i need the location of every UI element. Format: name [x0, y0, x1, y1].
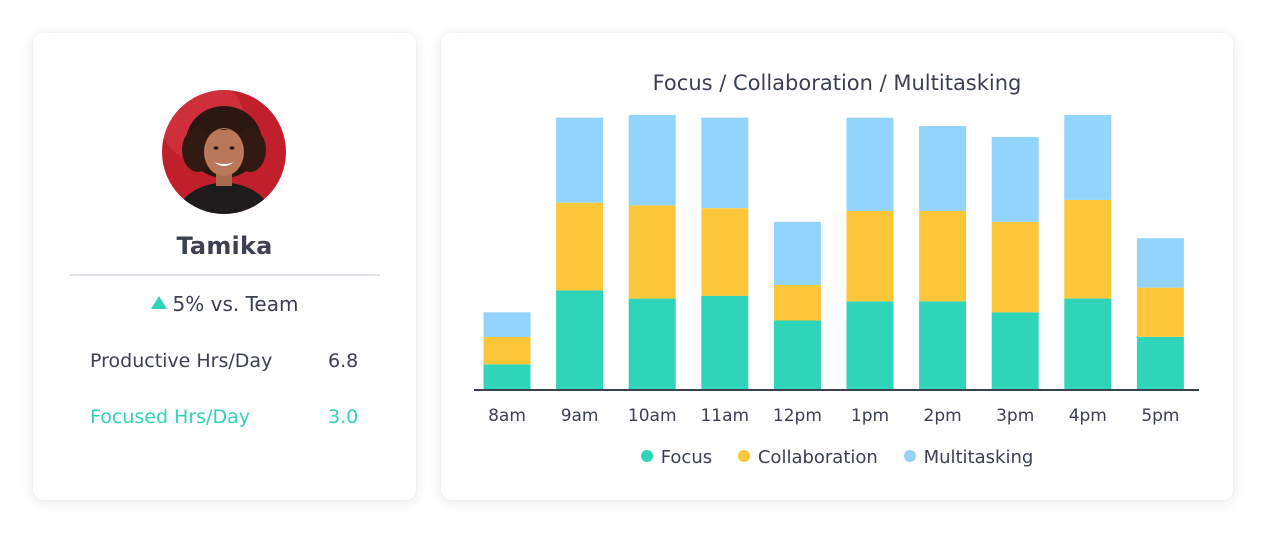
legend-item-multitasking: Multitasking	[903, 447, 1034, 468]
bar-focus-9am	[556, 290, 604, 389]
bar-focus-1pm	[846, 301, 894, 389]
bar-collaboration-11am	[701, 208, 749, 296]
team-comparison: 5% vs. Team	[33, 292, 416, 316]
x-tick-label-10am: 10am	[628, 406, 677, 426]
bar-collaboration-5pm	[1136, 287, 1184, 337]
bar-focus-8am	[483, 364, 531, 389]
chart-title: Focus / Collaboration / Multitasking	[652, 71, 1022, 95]
legend-item-focus: Focus	[640, 447, 713, 468]
productive-hours-value: 6.8	[328, 350, 359, 372]
legend-dot-focus	[640, 450, 653, 462]
profile-card: Tamika 5% vs. Team Productive Hrs/Day 6.…	[33, 33, 416, 500]
x-tick-label-1pm: 1pm	[851, 406, 889, 426]
bar-collaboration-8am	[483, 336, 531, 365]
chart-card: Focus / Collaboration / Multitasking 8am…	[441, 33, 1233, 500]
legend-label-focus: Focus	[660, 447, 713, 468]
bar-multitasking-1pm	[846, 117, 894, 211]
focused-hours-label: Focused Hrs/Day	[90, 406, 250, 428]
bar-multitasking-5pm	[1136, 238, 1184, 288]
trend-up-icon	[150, 296, 167, 309]
bar-focus-11am	[701, 295, 749, 389]
bar-multitasking-4pm	[1064, 115, 1112, 200]
avatar-image	[162, 90, 286, 214]
bar-multitasking-9am	[556, 117, 604, 203]
bar-collaboration-4pm	[1064, 199, 1112, 299]
bar-focus-5pm	[1136, 336, 1184, 389]
focused-hours-value: 3.0	[328, 406, 359, 428]
bar-focus-12pm	[773, 320, 821, 389]
avatar	[162, 90, 286, 214]
x-tick-label-4pm: 4pm	[1069, 406, 1107, 426]
bar-multitasking-2pm	[919, 126, 967, 211]
x-tick-label-3pm: 3pm	[996, 406, 1034, 426]
bar-collaboration-2pm	[919, 210, 967, 302]
bar-collaboration-1pm	[846, 210, 894, 302]
bar-focus-2pm	[919, 301, 967, 389]
x-tick-label-5pm: 5pm	[1141, 406, 1179, 426]
chart-legend: Focus Collaboration Multitasking	[441, 447, 1233, 468]
bar-focus-4pm	[1064, 298, 1112, 389]
bar-multitasking-11am	[701, 117, 749, 209]
divider	[69, 274, 380, 276]
x-tick-label-11am: 11am	[700, 406, 749, 426]
bar-collaboration-3pm	[991, 221, 1039, 313]
bar-multitasking-10am	[628, 115, 676, 206]
bar-focus-10am	[628, 298, 676, 389]
x-tick-label-8am: 8am	[488, 406, 526, 426]
bar-multitasking-3pm	[991, 136, 1039, 222]
legend-label-multitasking: Multitasking	[923, 447, 1034, 468]
bar-collaboration-9am	[556, 202, 604, 291]
legend-label-collaboration: Collaboration	[757, 447, 878, 468]
team-comparison-text: 5% vs. Team	[172, 292, 299, 316]
bar-focus-3pm	[991, 312, 1039, 389]
bar-multitasking-12pm	[773, 221, 821, 285]
legend-dot-collaboration	[737, 450, 750, 462]
x-tick-label-2pm: 2pm	[924, 406, 962, 426]
x-tick-label-12pm: 12pm	[773, 406, 822, 426]
legend-item-collaboration: Collaboration	[737, 447, 878, 468]
legend-dot-multitasking	[903, 450, 916, 462]
bar-collaboration-10am	[628, 205, 676, 299]
bar-collaboration-12pm	[773, 284, 821, 321]
user-name: Tamika	[176, 232, 273, 260]
bar-multitasking-8am	[483, 312, 531, 337]
x-tick-label-9am: 9am	[561, 406, 599, 426]
productive-hours-label: Productive Hrs/Day	[90, 350, 273, 372]
stacked-bar-chart: 8am 9am 10am 11am 12pm 1pm 2pm 3pm 4pm 5pm	[474, 115, 1199, 426]
